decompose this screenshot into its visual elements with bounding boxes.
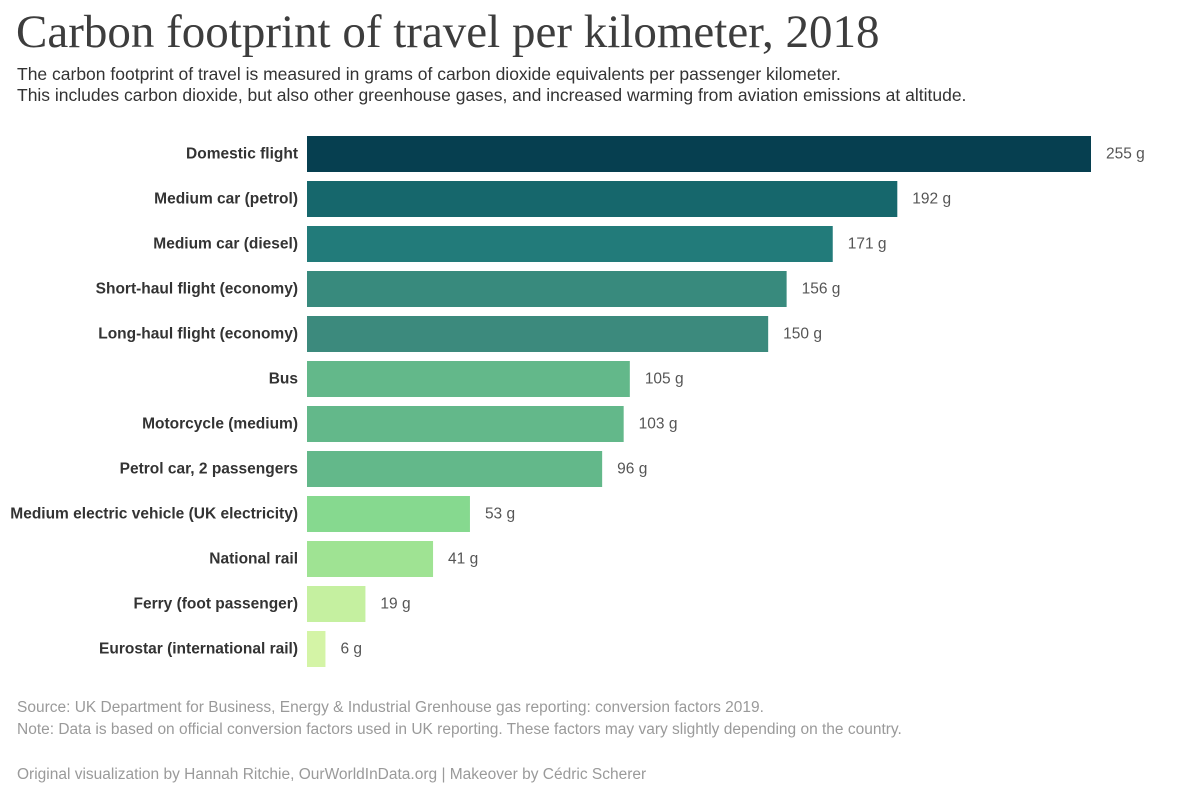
value-label: 105 g	[645, 371, 684, 388]
category-label: Medium car (petrol)	[154, 191, 298, 208]
category-label: Long-haul flight (economy)	[98, 326, 298, 343]
bar-group: Bus 105 g	[269, 361, 684, 397]
bar	[307, 226, 833, 262]
bar-group: Eurostar (international rail) 6 g	[99, 631, 362, 667]
value-label: 156 g	[802, 281, 841, 298]
bar-group: Petrol car, 2 passengers 96 g	[120, 451, 647, 487]
category-label: Petrol car, 2 passengers	[120, 461, 298, 478]
bar-group: Medium car (diesel) 171 g	[153, 226, 887, 262]
category-label: Domestic flight	[186, 146, 298, 163]
source-note: Source: UK Department for Business, Ener…	[17, 699, 764, 716]
category-label: National rail	[209, 551, 298, 568]
bar	[307, 316, 769, 352]
bar	[307, 541, 434, 577]
category-label: Ferry (foot passenger)	[133, 596, 298, 613]
value-label: 96 g	[617, 461, 647, 478]
subtitle-line-1: The carbon footprint of travel is measur…	[17, 64, 841, 84]
category-label: Medium electric vehicle (UK electricity)	[10, 506, 298, 523]
value-label: 41 g	[448, 551, 478, 568]
bar-group: Motorcycle (medium) 103 g	[142, 406, 677, 442]
bar	[307, 361, 630, 397]
value-label: 6 g	[340, 641, 362, 658]
bar-group: Short-haul flight (economy) 156 g	[96, 271, 841, 307]
data-note: Note: Data is based on official conversi…	[17, 721, 902, 738]
bar-group: Medium electric vehicle (UK electricity)…	[10, 496, 515, 532]
chart-title: Carbon footprint of travel per kilometer…	[16, 6, 880, 58]
bar-group: Domestic flight 255 g	[186, 136, 1145, 172]
credit-line: Original visualization by Hannah Ritchie…	[17, 766, 647, 783]
subtitle-line-2: This includes carbon dioxide, but also o…	[17, 85, 967, 105]
chart-subtitle: The carbon footprint of travel is measur…	[17, 64, 966, 106]
bar	[307, 631, 326, 667]
bar	[307, 181, 898, 217]
value-label: 53 g	[485, 506, 515, 523]
category-label: Motorcycle (medium)	[142, 416, 298, 433]
bar-group: Ferry (foot passenger) 19 g	[133, 586, 411, 622]
bar	[307, 451, 603, 487]
bar	[307, 271, 787, 307]
value-label: 255 g	[1106, 146, 1145, 163]
bar-group: Long-haul flight (economy) 150 g	[98, 316, 822, 352]
category-label: Bus	[269, 371, 298, 388]
value-label: 192 g	[912, 191, 951, 208]
bar-group: National rail 41 g	[209, 541, 478, 577]
value-label: 150 g	[783, 326, 822, 343]
category-label: Eurostar (international rail)	[99, 641, 298, 658]
bar	[307, 586, 366, 622]
value-label: 103 g	[639, 416, 678, 433]
value-label: 19 g	[380, 596, 410, 613]
bar	[307, 496, 470, 532]
bar-chart: Domestic flight 255 g Medium car (petrol) 1…	[10, 136, 1145, 667]
bar	[307, 406, 624, 442]
category-label: Short-haul flight (economy)	[96, 281, 298, 298]
value-label: 171 g	[848, 236, 887, 253]
bar-group: Medium car (petrol) 192 g	[154, 181, 951, 217]
category-label: Medium car (diesel)	[153, 236, 298, 253]
bar	[307, 136, 1091, 172]
